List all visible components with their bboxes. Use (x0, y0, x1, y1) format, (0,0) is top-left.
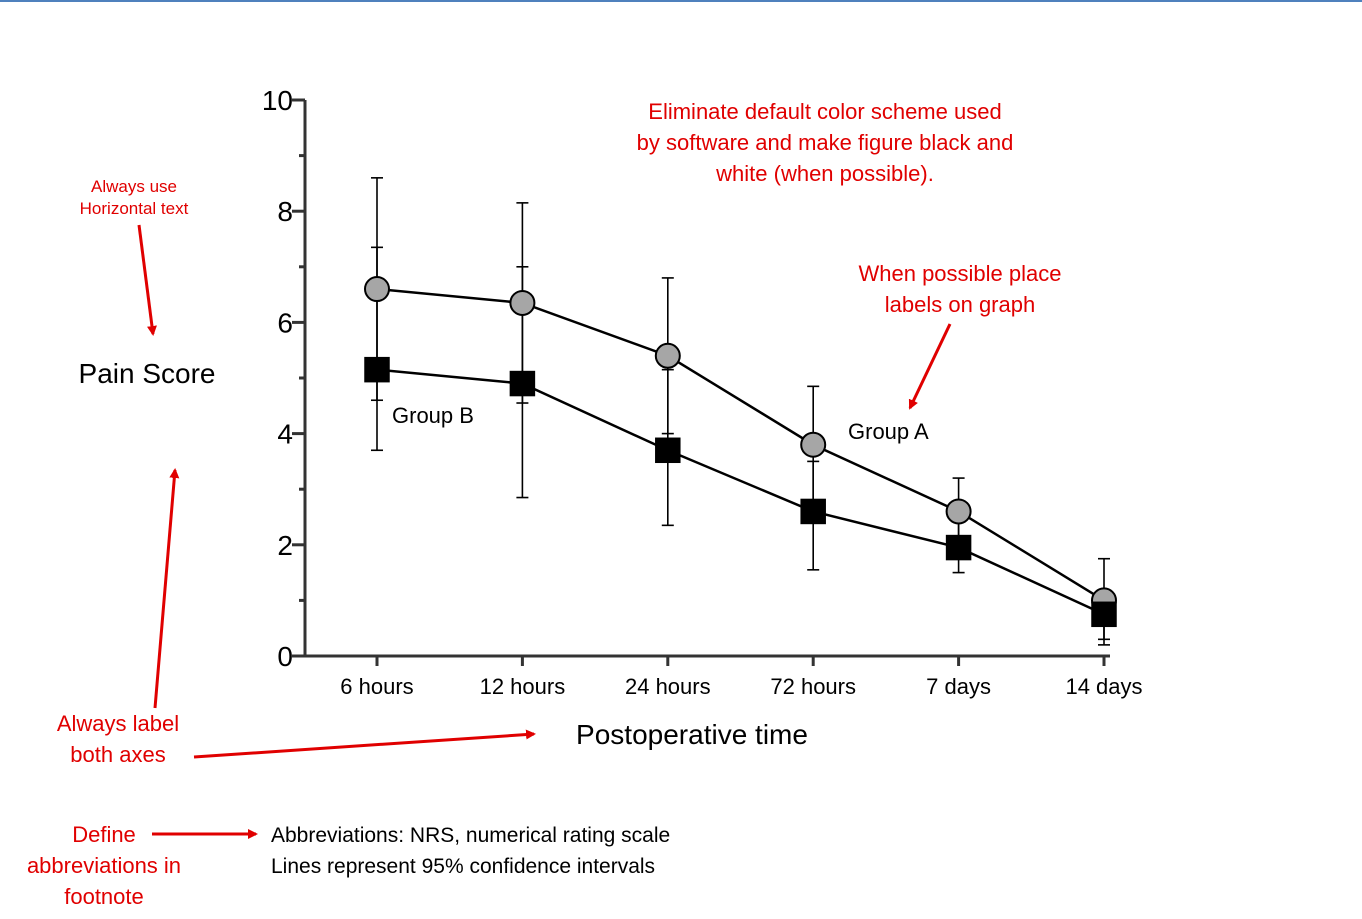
x-tick-label: 14 days (1065, 674, 1142, 699)
pain-score-chart: 0 2 4 6 8 10 6 hours 12 hours 24 hours 72 hours 7… (79, 85, 1143, 750)
series-lines (376, 287, 1105, 616)
x-tick-label: 6 hours (340, 674, 413, 699)
point-group-b (1091, 601, 1117, 628)
point-group-b (945, 534, 972, 561)
y-tick-label-2: 2 (277, 530, 293, 561)
arrow-to-y-axis-title (137, 224, 157, 336)
y-tick-label-0: 0 (277, 641, 293, 672)
point-group-a (800, 431, 827, 458)
point-group-a (364, 276, 390, 303)
annotation-color-line-2: by software and make figure black and (637, 130, 1014, 155)
point-group-a (654, 342, 681, 369)
y-tick-label-4: 4 (277, 419, 293, 450)
annotation-labels-line-2: labels on graph (885, 292, 1035, 317)
annotation-footnote-line-1: Define (72, 822, 136, 847)
annotation-color-scheme: Eliminate default color scheme used by s… (637, 99, 1014, 186)
footnote: Abbreviations: NRS, numerical rating sca… (271, 824, 670, 878)
annotation-color-line-3: white (when possible). (715, 161, 934, 186)
arrow-to-group-a-label (908, 323, 952, 410)
annotation-horizontal-text: Always use Horizontal text (80, 177, 189, 336)
series-label-group-b: Group B (392, 403, 474, 428)
x-tick-label: 7 days (926, 674, 991, 699)
footnote-confidence-intervals: Lines represent 95% confidence intervals (271, 855, 655, 878)
annotation-labels-on-graph: When possible place labels on graph (858, 261, 1062, 410)
y-tick-label-6: 6 (277, 307, 293, 338)
series-line-group-b (376, 368, 1105, 616)
series-line-group-a (376, 287, 1105, 602)
annotation-color-line-1: Eliminate default color scheme used (648, 99, 1001, 124)
x-tick-label: 72 hours (770, 674, 856, 699)
annotation-define-abbreviations: Define abbreviations in footnote (27, 822, 258, 909)
point-group-b (655, 437, 681, 464)
y-tick-label-8: 8 (277, 196, 293, 227)
x-axis-title: Postoperative time (576, 719, 808, 750)
annotation-axes-line-2: both axes (70, 742, 165, 767)
annotation-footnote-line-2: abbreviations in (27, 853, 181, 878)
point-group-b (800, 498, 826, 525)
x-tick-label: 24 hours (625, 674, 711, 699)
y-axis-ticks: 0 2 4 6 8 10 (262, 85, 305, 672)
annotation-footnote-line-3: footnote (64, 884, 144, 909)
series-label-group-a: Group A (848, 419, 929, 444)
point-group-a (509, 289, 536, 316)
top-rule (0, 0, 1362, 2)
error-bars (371, 177, 1110, 646)
series-markers (364, 276, 1117, 628)
annotation-axes-line-1: Always label (57, 711, 179, 736)
annotation-horizontal-line-1: Always use (91, 177, 177, 196)
point-group-a (945, 498, 972, 525)
x-axis-ticks: 6 hours 12 hours 24 hours 72 hours 7 days 14 … (340, 656, 1143, 699)
point-group-b (509, 370, 536, 397)
annotation-label-axes: Always label both axes (57, 468, 536, 767)
arrow-to-y-axis-label (153, 468, 180, 709)
annotation-horizontal-line-2: Horizontal text (80, 199, 189, 218)
annotation-labels-line-1: When possible place (858, 261, 1061, 286)
x-tick-label: 12 hours (480, 674, 566, 699)
y-tick-label-10: 10 (262, 85, 293, 116)
point-group-b (364, 356, 390, 383)
y-axis-title: Pain Score (79, 358, 216, 389)
arrow-to-x-axis-label (193, 729, 536, 759)
footnote-abbreviations: Abbreviations: NRS, numerical rating sca… (271, 824, 670, 847)
